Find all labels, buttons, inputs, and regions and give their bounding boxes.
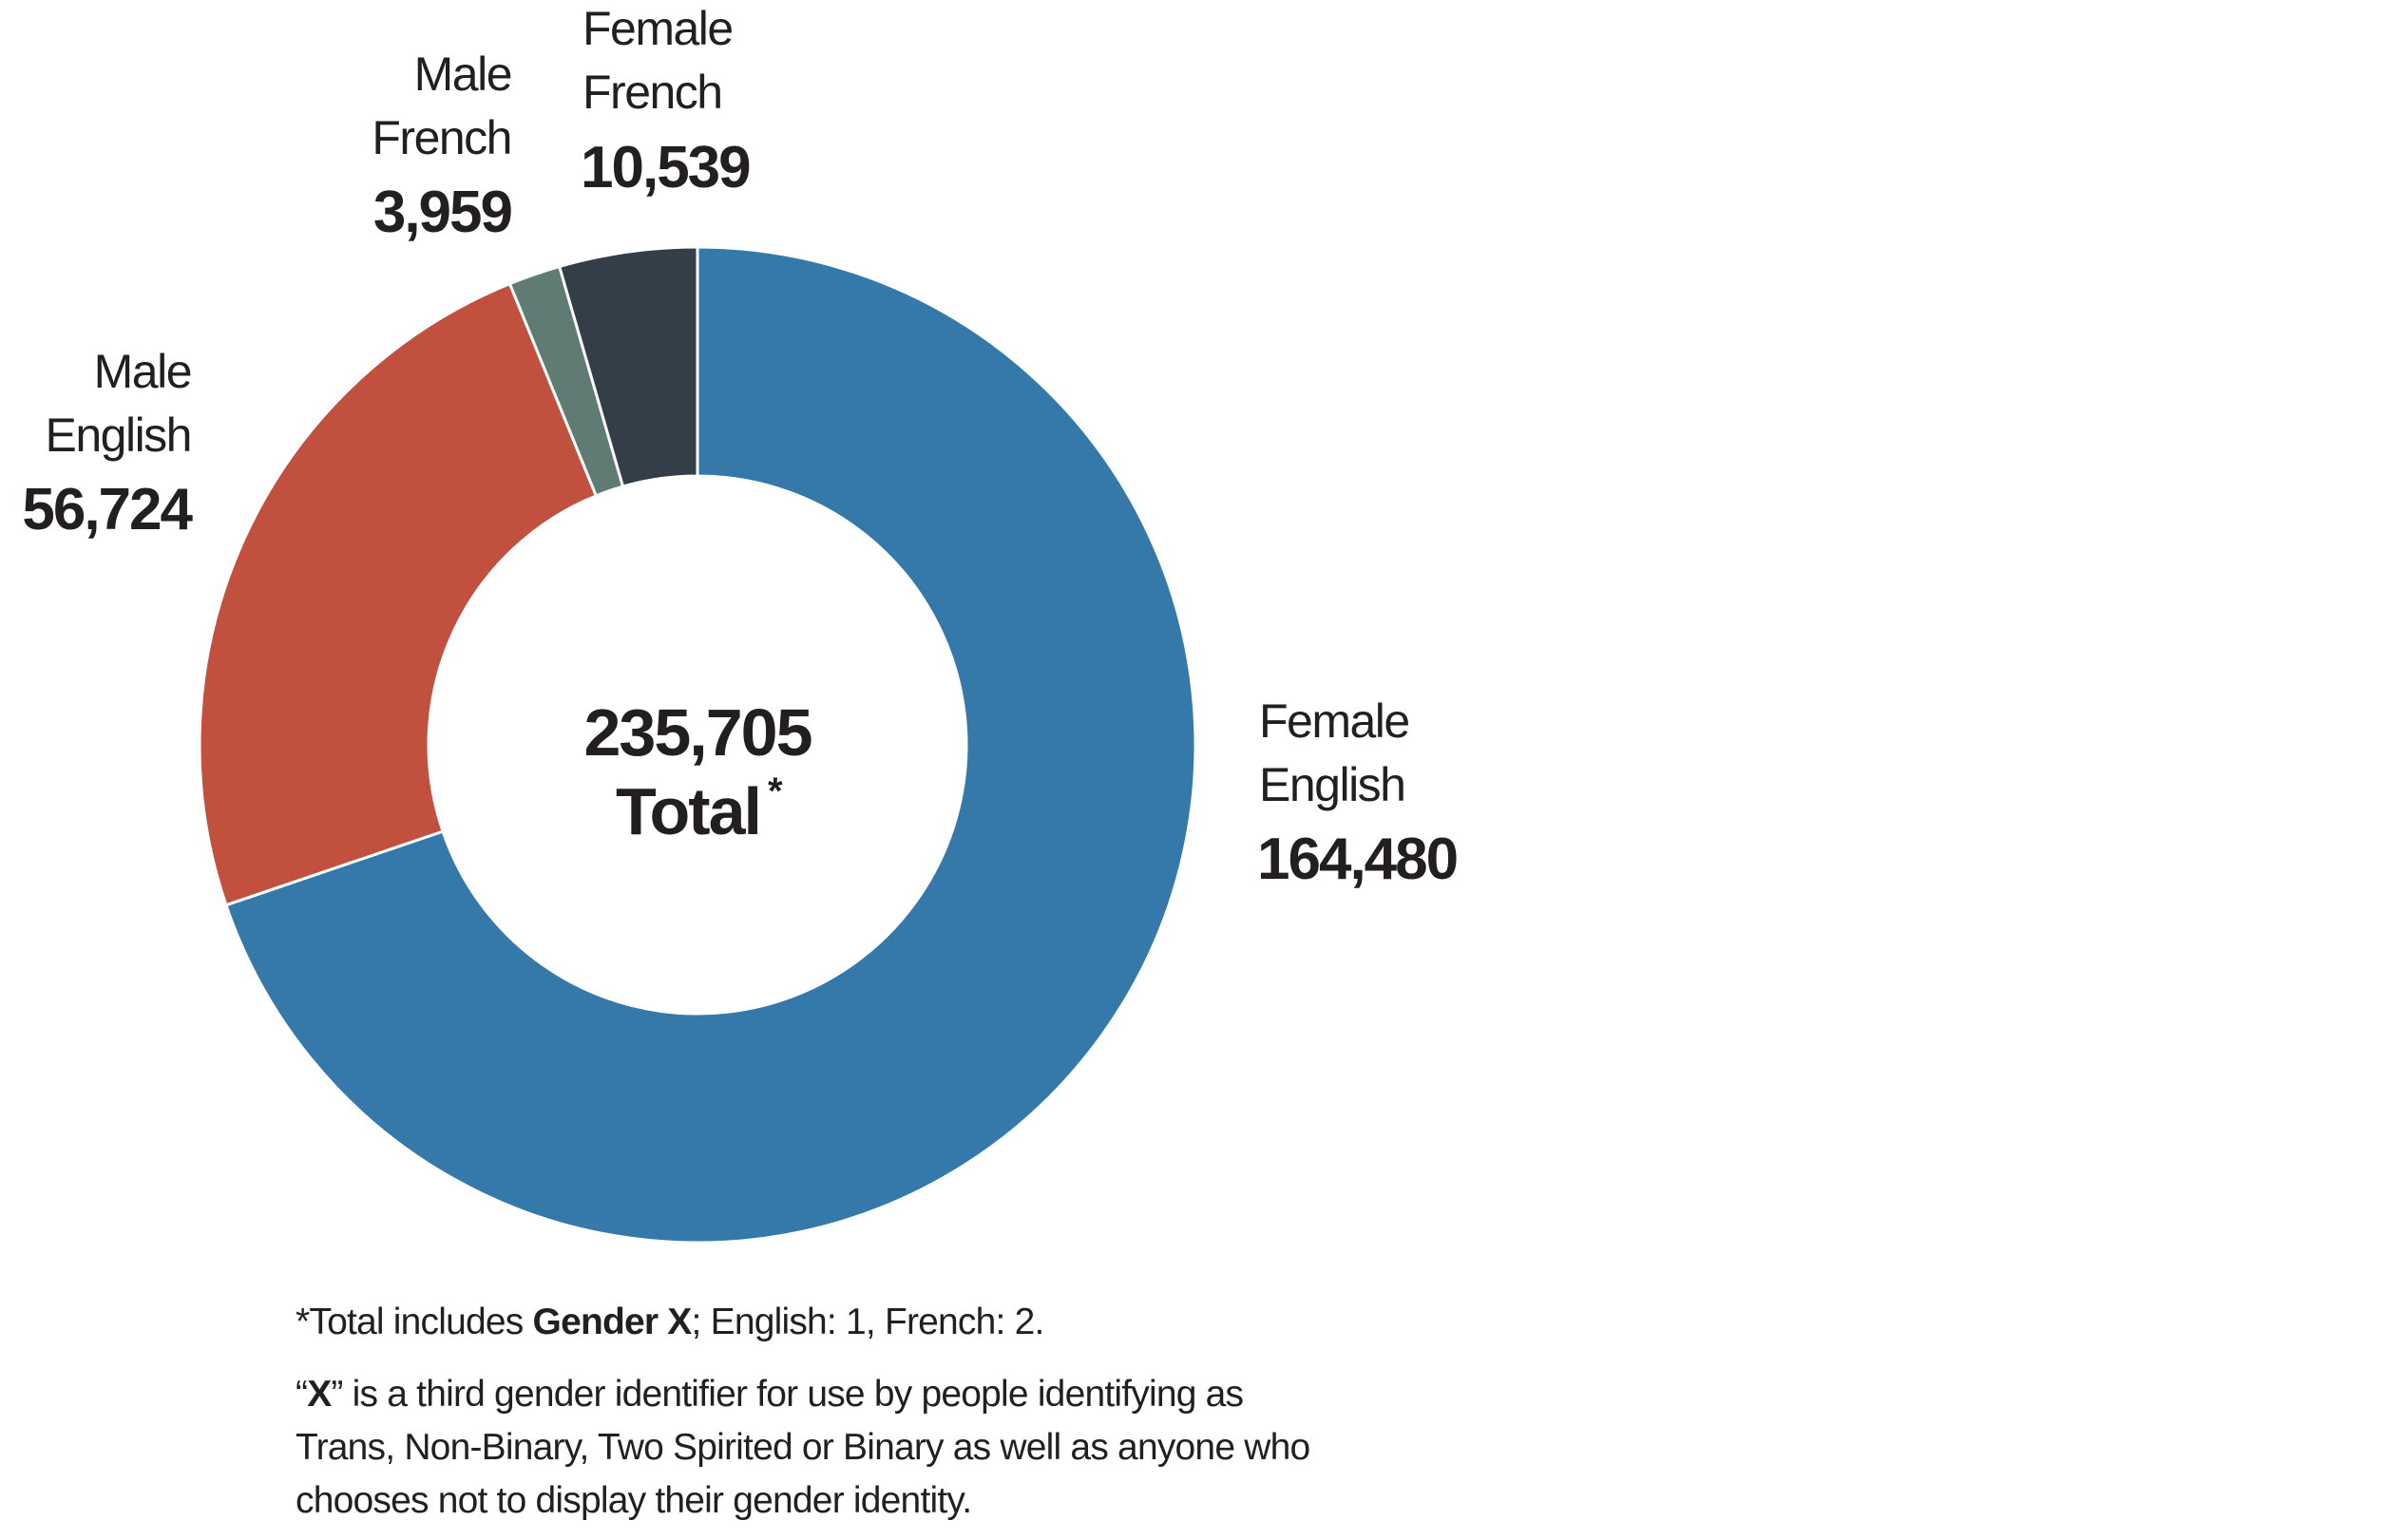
label-line1: Female <box>1259 694 1409 748</box>
label-male-french: Male French 3,959 <box>372 48 513 245</box>
footnote-text: *Total includes <box>296 1302 533 1342</box>
label-line2: English <box>46 409 192 462</box>
data-label-value: 164,480 <box>1257 827 1457 892</box>
label-line1: Female <box>582 2 733 55</box>
data-label-value: 56,724 <box>22 477 193 542</box>
slice-female-english <box>223 245 1197 1245</box>
footnote-bold: Gender X <box>532 1302 693 1342</box>
center-total-marker: * <box>768 770 783 812</box>
data-label-value: 10,539 <box>581 135 750 200</box>
slice-female-french <box>557 245 699 488</box>
footnote-text: ” is a third gender identifier for use b… <box>296 1374 1310 1521</box>
label-line2: French <box>582 66 722 119</box>
slice-male-english <box>198 281 599 907</box>
label-female-english: Female English 164,480 <box>1257 694 1459 892</box>
center-label: 235,705 Total * <box>583 695 812 848</box>
footnote-total: *Total includes Gender X; English: 1, Fr… <box>296 1296 1436 1349</box>
label-male-english: Male English 56,724 <box>22 345 195 542</box>
label-line1: Male <box>414 48 511 101</box>
footnote-text: ; English: 1, French: 2. <box>691 1302 1045 1342</box>
footnote-gender-x: “X” is a third gender identifier for use… <box>296 1368 1331 1528</box>
label-line2: English <box>1259 758 1405 811</box>
center-total-label: Total <box>616 774 760 848</box>
center-total-value: 235,705 <box>583 695 811 770</box>
data-label-value: 3,959 <box>373 180 512 245</box>
label-female-french: Female French 10,539 <box>581 2 752 200</box>
label-line1: Male <box>94 345 191 398</box>
label-line2: French <box>372 111 511 164</box>
footnote-text: “ <box>296 1374 308 1415</box>
footnote-bold: X <box>307 1374 332 1415</box>
